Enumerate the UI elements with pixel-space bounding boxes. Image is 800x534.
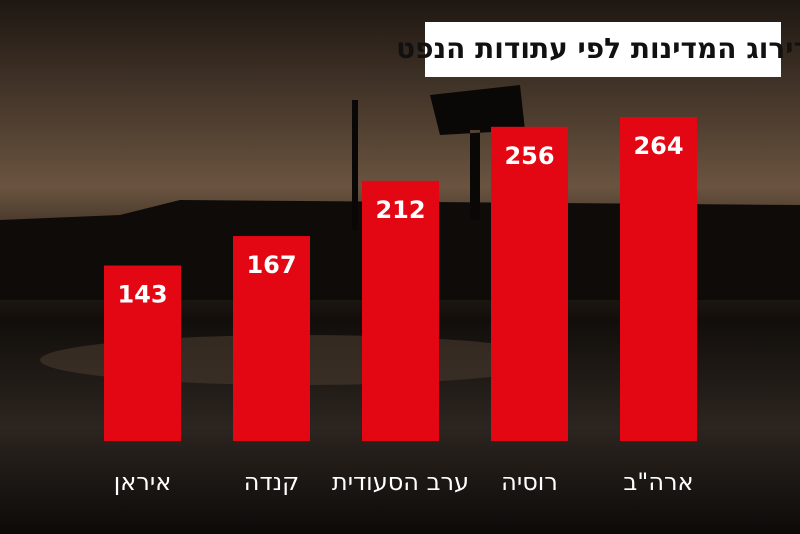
value-label: 264 [633, 132, 683, 160]
x-tick-label: ערב הסעודית [332, 468, 469, 496]
bar [362, 180, 439, 441]
x-tick-label: ארה"ב [623, 468, 693, 496]
value-label: 256 [504, 142, 554, 170]
bar [491, 126, 568, 442]
value-label: 212 [375, 196, 425, 224]
value-label: 167 [246, 251, 296, 279]
bar [233, 236, 310, 441]
bar [620, 117, 697, 441]
chart-title: דירוג המדינות לפי עתודות הנפט [396, 32, 800, 65]
x-tick-label: רוסיה [501, 468, 558, 496]
value-label: 143 [117, 281, 167, 309]
pumpjack-silhouette [352, 85, 525, 230]
title-box [425, 22, 781, 77]
x-tick-label: איראן [114, 468, 172, 496]
bar [104, 265, 181, 441]
x-tick-label: קנדה [244, 468, 299, 496]
